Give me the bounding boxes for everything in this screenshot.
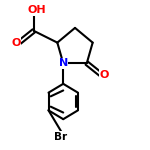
Text: N: N: [59, 58, 68, 68]
Text: O: O: [100, 70, 109, 80]
Text: O: O: [11, 38, 21, 48]
Text: Br: Br: [54, 132, 67, 142]
Text: OH: OH: [27, 5, 46, 15]
